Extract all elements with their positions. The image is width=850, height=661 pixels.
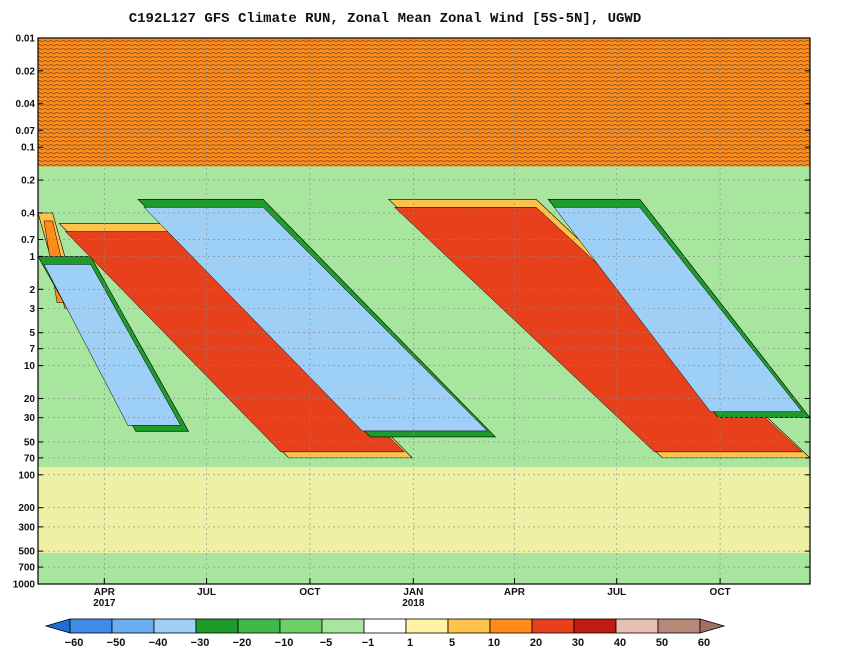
colorbar-label: −40 <box>149 637 168 649</box>
colorbar-right-arrow <box>699 618 726 634</box>
colorbar-box <box>573 618 617 634</box>
colorbar-label: 10 <box>488 637 500 649</box>
colorbar-label: −30 <box>191 637 210 649</box>
y-tick-label: 20 <box>24 394 36 405</box>
y-axis: 0.01 0.02 0.04 0.07 0.1 0.2 0.4 0.7 1 2 3 5 7 10 20 30 5… <box>13 34 810 591</box>
y-tick-label: 0.4 <box>21 208 35 219</box>
y-tick-label: 200 <box>18 503 35 514</box>
colorbar-label: −60 <box>65 637 84 649</box>
y-tick-label: 70 <box>24 453 36 464</box>
colorbar-box <box>363 618 407 634</box>
y-tick-label: 2 <box>29 285 35 296</box>
mesosphere-noise <box>38 38 810 167</box>
chart-title: C192L127 GFS Climate RUN, Zonal Mean Zon… <box>129 11 641 27</box>
colorbar-label: 50 <box>656 637 668 649</box>
y-tick-label: 0.04 <box>16 99 36 110</box>
colorbar-label: −10 <box>275 637 294 649</box>
y-tick-label: 700 <box>18 563 35 574</box>
colorbar-box <box>195 618 239 634</box>
plot-area <box>38 38 810 584</box>
lower-troposphere-band <box>38 552 810 584</box>
colorbar-label: −20 <box>233 637 252 649</box>
y-tick-label: 1000 <box>13 580 36 591</box>
colorbar-label: 20 <box>530 637 542 649</box>
colorbar-box <box>237 618 281 634</box>
x-tick-label: JUL <box>197 587 216 598</box>
y-tick-label: 0.1 <box>21 143 35 154</box>
y-tick-label: 0.07 <box>16 126 36 137</box>
wind-bands <box>38 38 810 584</box>
y-tick-label: 0.2 <box>21 176 35 187</box>
colorbar-label: 30 <box>572 637 584 649</box>
colorbar-label: −5 <box>320 637 333 649</box>
colorbar-label: 60 <box>698 637 710 649</box>
colorbar-label: −1 <box>362 637 375 649</box>
y-tick-label: 0.01 <box>16 34 36 45</box>
colorbar-box <box>615 618 659 634</box>
y-tick-label: 30 <box>24 413 36 424</box>
y-tick-label: 3 <box>29 304 35 315</box>
colorbar-box <box>69 618 113 634</box>
colorbar-box <box>111 618 155 634</box>
x-tick-label: OCT <box>710 587 731 598</box>
regime-band-core <box>64 231 405 453</box>
y-tick-label: 0.7 <box>21 235 35 246</box>
y-tick-label: 0.02 <box>16 66 36 77</box>
colorbar-label: 1 <box>407 637 413 649</box>
x-tick-year-label: 2017 <box>93 598 116 609</box>
colorbar-box <box>447 618 491 634</box>
x-tick-label: JAN <box>403 587 423 598</box>
y-tick-label: 1 <box>29 252 35 263</box>
colorbar-box <box>405 618 449 634</box>
x-tick-label: OCT <box>299 587 320 598</box>
grid <box>38 38 810 584</box>
regime-band-core <box>553 207 803 412</box>
colorbar-label: 5 <box>449 637 455 649</box>
colorbar-box <box>531 618 575 634</box>
y-tick-label: 7 <box>29 344 35 355</box>
colorbar-label: 40 <box>614 637 626 649</box>
y-tick-label: 5 <box>29 328 35 339</box>
y-tick-label: 500 <box>18 547 35 558</box>
colorbar-box <box>279 618 323 634</box>
regime-band-core <box>43 264 182 426</box>
colorbar-box <box>321 618 365 634</box>
x-tick-label: APR <box>94 587 116 598</box>
colorbar-box <box>153 618 197 634</box>
y-tick-label: 100 <box>18 470 35 481</box>
colorbar-box <box>489 618 533 634</box>
x-tick-year-label: 2018 <box>402 598 425 609</box>
y-tick-label: 50 <box>24 437 36 448</box>
y-tick-label: 10 <box>24 361 36 372</box>
regime-band-core <box>143 207 488 432</box>
colorbar-box <box>657 618 701 634</box>
plot-frame <box>37 37 811 585</box>
y-tick-label: 300 <box>18 522 35 533</box>
colorbar-left-arrow <box>44 618 71 634</box>
x-tick-label: JUL <box>607 587 626 598</box>
x-tick-label: APR <box>504 587 526 598</box>
colorbar: −60 −50 −40 −30 −20 −10 −5 −1 1 5 10 20 30 40 50 60 <box>44 618 726 649</box>
colorbar-label: −50 <box>107 637 126 649</box>
